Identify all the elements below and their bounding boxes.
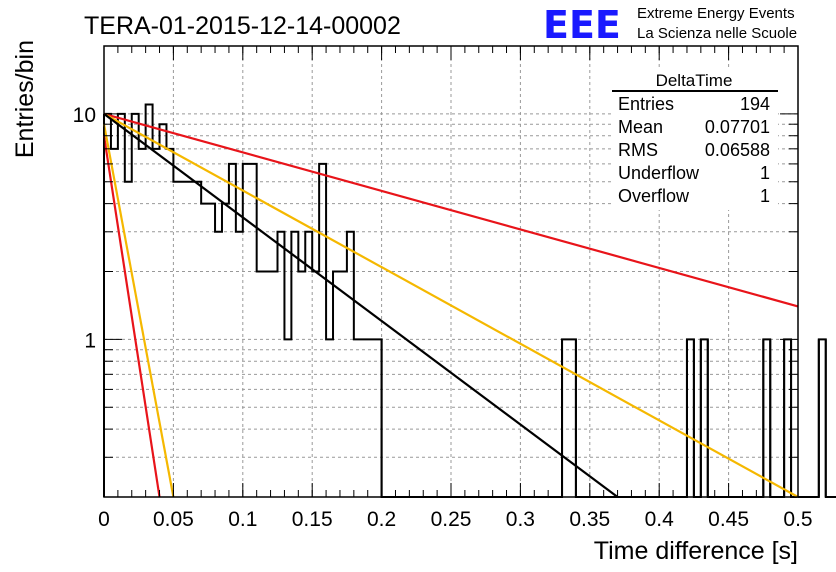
y-tick-label: 1	[84, 329, 96, 352]
logo: EEE Extreme Energy Events La Scienza nel…	[543, 3, 797, 47]
x-tick-label: 0.25	[431, 508, 472, 531]
chart-title: TERA-01-2015-12-14-00002	[84, 12, 401, 40]
fit-line	[103, 113, 619, 498]
fit-line	[102, 135, 161, 498]
x-tick-label: 0.5	[783, 508, 812, 531]
stats-value: 0.06588	[705, 140, 770, 160]
stats-value: 194	[740, 94, 770, 114]
stats-label: Entries	[618, 94, 674, 114]
stats-title: DeltaTime	[656, 71, 733, 90]
x-tick-label: 0.4	[645, 508, 675, 531]
stats-box: DeltaTime Entries 194 Mean 0.07701 RMS 0.0658…	[612, 70, 778, 210]
stats-rows: Entries 194 Mean 0.07701 RMS 0.06588Underflow…	[618, 94, 770, 206]
x-tick-label: 0.35	[569, 508, 610, 531]
stats-label: Underflow	[618, 163, 700, 183]
stats-value: 1	[760, 186, 770, 206]
x-tick-label: 0.1	[228, 508, 257, 531]
axis-ticks: 0 0.05 0.1 0.15 0.2 0.25 0.3 0.35 0.4 0.45 0.5 1 10	[73, 45, 813, 531]
stats-label: RMS	[618, 140, 658, 160]
stats-label: Overflow	[618, 186, 690, 206]
fit-line	[103, 112, 799, 498]
fit-lines	[102, 112, 799, 498]
x-axis-label: Time difference [s]	[594, 537, 798, 565]
x-tick-label: 0.05	[153, 508, 194, 531]
stats-box-background	[612, 70, 778, 210]
fit-line	[103, 112, 799, 308]
fit-line	[102, 123, 175, 498]
x-tick-label: 0	[98, 508, 110, 531]
stats-value: 0.07701	[705, 117, 770, 137]
x-tick-label: 0.2	[367, 508, 396, 531]
logo-line-2: La Scienza nelle Scuole	[637, 25, 797, 42]
y-axis-label: Entries/bin	[11, 40, 39, 158]
logo-line-1: Extreme Energy Events	[637, 5, 795, 22]
x-tick-label: 0.15	[292, 508, 333, 531]
x-tick-label: 0.3	[506, 508, 535, 531]
x-tick-label: 0.45	[708, 508, 749, 531]
stats-label: Mean	[618, 117, 663, 137]
stats-value: 1	[760, 163, 770, 183]
logo-letters: EEE	[543, 3, 621, 47]
y-tick-label: 10	[73, 104, 96, 127]
